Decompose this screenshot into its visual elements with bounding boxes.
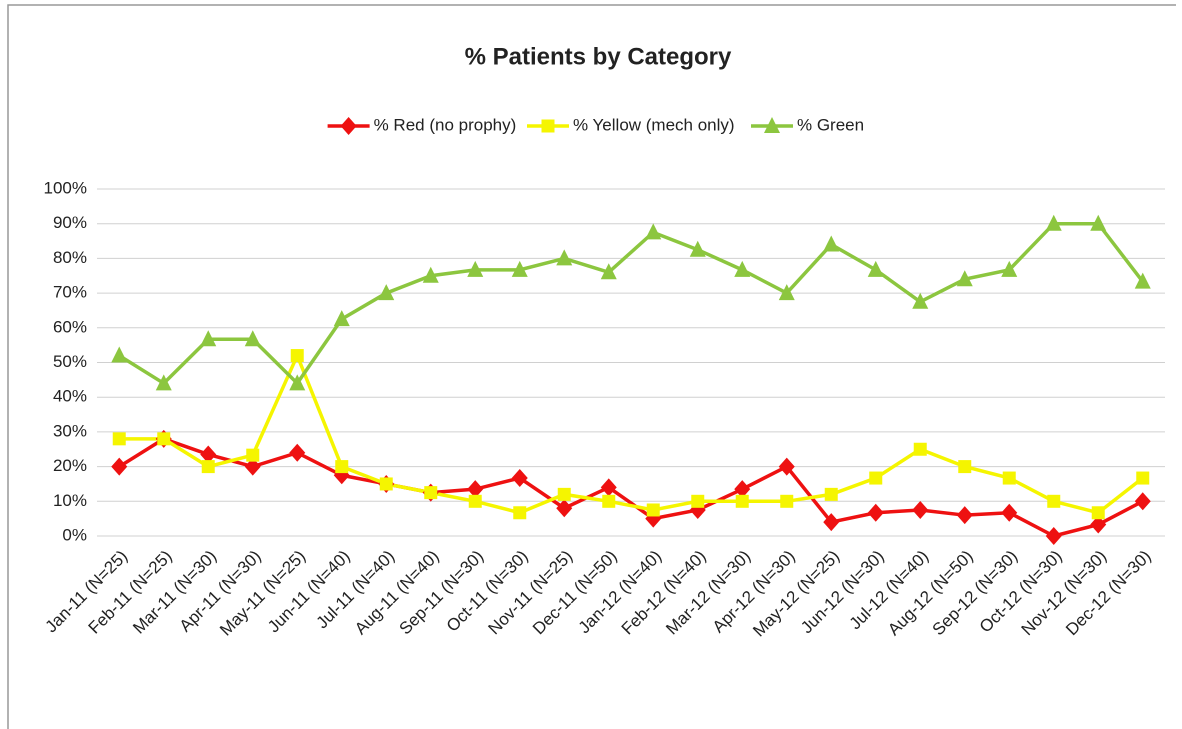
marker: [956, 270, 973, 287]
legend-label: % Red (no prophy): [374, 115, 517, 134]
marker: [780, 494, 794, 508]
marker: [1001, 503, 1018, 522]
marker: [1136, 471, 1150, 485]
frame: [7, 4, 1176, 729]
marker: [289, 374, 306, 391]
marker: [867, 260, 884, 277]
marker: [556, 499, 573, 518]
marker: [378, 284, 395, 301]
marker: [556, 249, 573, 266]
marker: [201, 460, 215, 474]
marker: [112, 432, 126, 446]
y-tick-label: 70%: [53, 283, 87, 302]
marker: [867, 503, 884, 522]
marker: [823, 513, 840, 532]
marker: [335, 460, 349, 474]
marker: [468, 494, 482, 508]
marker: [1045, 214, 1062, 231]
legend-marker: [764, 117, 780, 133]
marker: [1090, 214, 1107, 231]
y-tick-label: 0%: [62, 525, 87, 544]
marker: [333, 310, 350, 327]
marker: [289, 443, 306, 462]
marker: [511, 469, 528, 488]
marker: [958, 460, 972, 474]
marker: [645, 223, 662, 240]
marker: [157, 432, 171, 446]
marker: [200, 330, 217, 347]
marker: [912, 292, 929, 309]
marker: [244, 457, 261, 476]
series-line: [118, 221, 1145, 387]
series-line: [118, 436, 1144, 538]
marker: [1047, 494, 1061, 508]
legend-marker: [541, 119, 555, 133]
marker: [778, 457, 795, 476]
y-tick-label: 40%: [53, 387, 87, 406]
marker: [200, 445, 217, 464]
marker: [1002, 471, 1016, 485]
series-line: [119, 351, 1144, 515]
marker: [602, 494, 616, 508]
marker: [689, 240, 706, 257]
marker: [511, 260, 528, 277]
marker: [912, 500, 929, 519]
y-tick-label: 20%: [53, 456, 87, 475]
marker: [869, 471, 883, 485]
marker: [691, 494, 705, 508]
marker: [111, 457, 128, 476]
marker: [244, 330, 261, 347]
marker: [600, 263, 617, 280]
marker: [1091, 506, 1105, 520]
marker: [600, 478, 617, 497]
marker: [1045, 527, 1062, 545]
marker: [424, 486, 438, 500]
marker: [823, 235, 840, 252]
marker: [467, 260, 484, 277]
marker: [913, 442, 927, 456]
legend-marker: [340, 117, 357, 135]
marker: [734, 260, 751, 277]
marker: [1090, 515, 1107, 534]
marker: [467, 480, 484, 499]
marker: [379, 477, 393, 491]
marker: [824, 487, 838, 501]
marker: [557, 487, 571, 501]
y-tick-label: 10%: [53, 491, 87, 510]
y-tick-label: 80%: [53, 248, 87, 267]
marker: [956, 506, 973, 525]
chart-title: % Patients by Category: [465, 43, 732, 70]
marker: [513, 506, 527, 520]
marker: [290, 349, 304, 363]
marker: [646, 503, 660, 517]
marker: [735, 494, 749, 508]
marker: [778, 284, 795, 301]
marker: [155, 374, 172, 391]
marker: [422, 266, 439, 283]
marker: [1001, 260, 1018, 277]
marker: [111, 346, 128, 363]
y-tick-label: 50%: [53, 352, 87, 371]
legend-label: % Green: [797, 115, 864, 134]
marker: [734, 480, 751, 499]
marker: [1134, 492, 1151, 511]
y-tick-label: 90%: [53, 213, 87, 232]
y-tick-label: 100%: [44, 178, 87, 197]
y-tick-label: 30%: [53, 421, 87, 440]
y-tick-label: 60%: [53, 317, 87, 336]
marker: [1134, 272, 1151, 289]
legend-label: % Yellow (mech only): [573, 115, 735, 134]
marker: [246, 448, 260, 462]
